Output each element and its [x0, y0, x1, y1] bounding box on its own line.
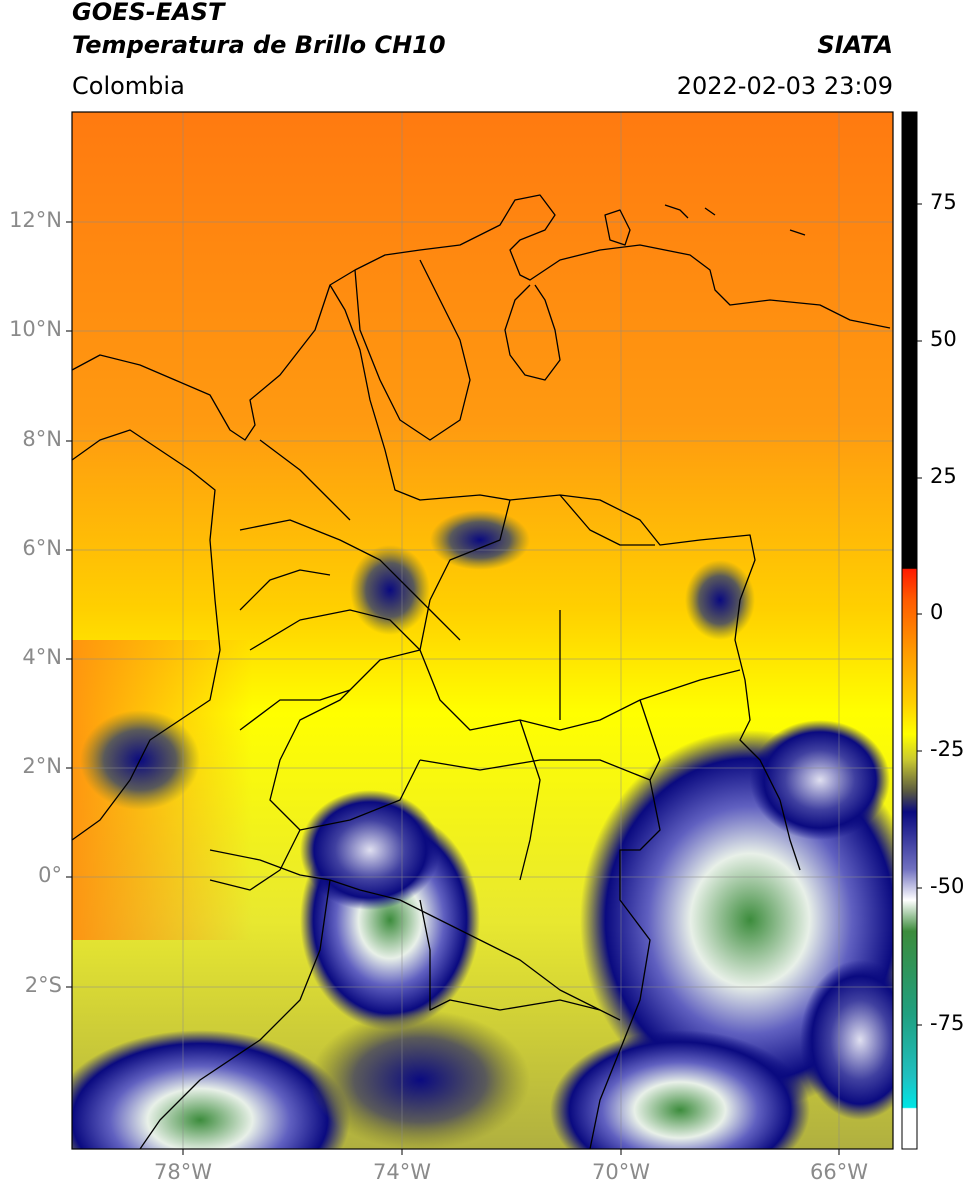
lat-label-0: 0°: [38, 863, 62, 887]
lon-label-70w: 70°W: [592, 1160, 650, 1184]
lat-label-12n: 12°N: [9, 208, 62, 232]
datetime-label: 2022-02-03 23:09: [676, 72, 893, 100]
colorbar-label-50: 50: [930, 327, 957, 351]
colorbar-label-25: 25: [930, 464, 957, 488]
colorbar-label-minus75: -75: [930, 1011, 965, 1035]
agency-label: SIATA: [817, 31, 893, 59]
colorbar-label-75: 75: [930, 190, 957, 214]
lat-label-6n: 6°N: [22, 536, 62, 560]
region-label: Colombia: [72, 72, 185, 100]
lat-label-2n: 2°N: [22, 754, 62, 778]
colorbar-label-minus25: -25: [930, 737, 965, 761]
colorbar-label-0: 0: [930, 600, 944, 624]
satellite-title: GOES-EAST: [72, 0, 225, 26]
lon-label-74w: 74°W: [373, 1160, 431, 1184]
lat-label-10n: 10°N: [9, 317, 62, 341]
colorbar-label-minus50: -50: [930, 874, 965, 898]
lat-label-4n: 4°N: [22, 645, 62, 669]
colorbar: [901, 111, 922, 1150]
lat-label-8n: 8°N: [22, 427, 62, 451]
lon-label-66w: 66°W: [810, 1160, 868, 1184]
lat-label-2s: 2°S: [24, 973, 62, 997]
lon-label-78w: 78°W: [154, 1160, 212, 1184]
product-title: Temperatura de Brillo CH10: [72, 31, 446, 59]
